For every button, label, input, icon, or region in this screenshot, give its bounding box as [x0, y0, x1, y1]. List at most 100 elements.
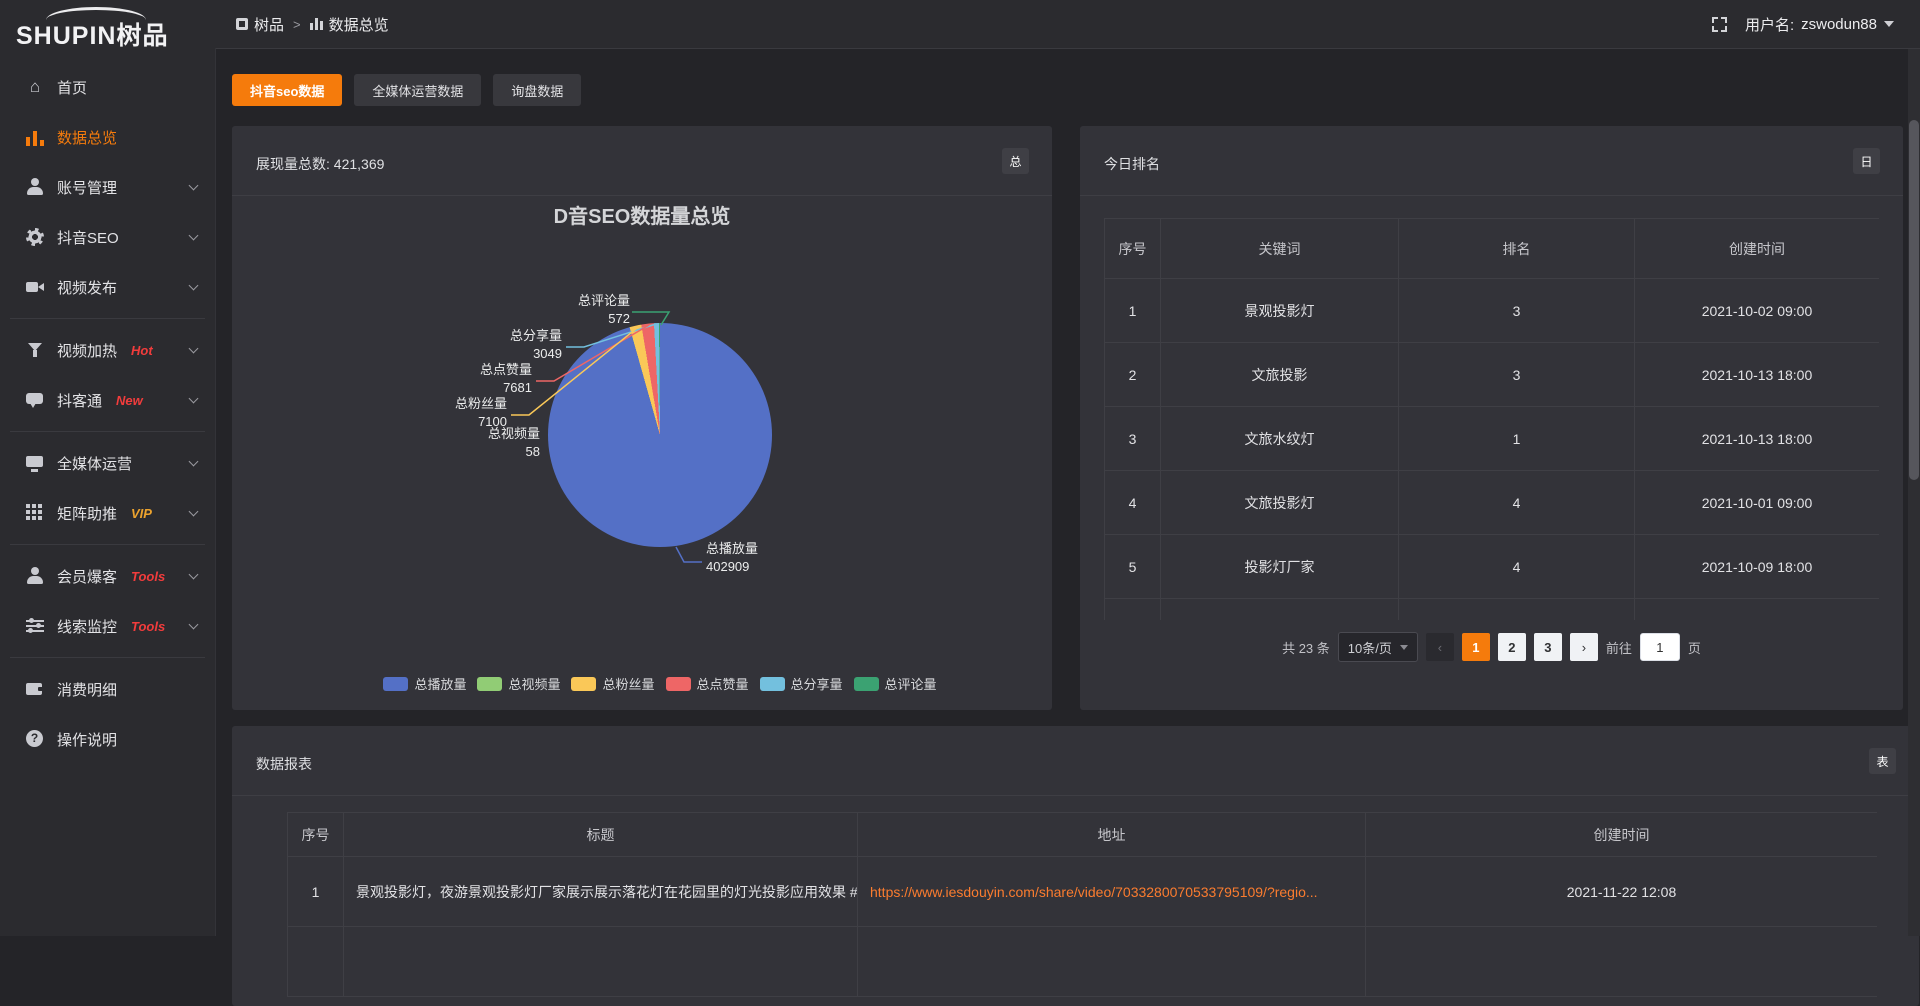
sidebar-item-matrix-boost[interactable]: 矩阵助推 VIP: [0, 488, 215, 538]
ranking-panel-header: 今日排名 日: [1080, 126, 1903, 196]
scrollbar-thumb[interactable]: [1909, 120, 1919, 480]
chat-bubble-icon: [26, 391, 44, 409]
tools-badge: Tools: [131, 618, 166, 634]
legend-item[interactable]: 总评论量: [853, 674, 937, 693]
user-menu[interactable]: 用户名: zswodun88: [1745, 14, 1894, 35]
next-page-button[interactable]: ›: [1569, 633, 1598, 661]
chevron-down-icon: [1884, 21, 1894, 32]
legend-swatch: [477, 676, 503, 691]
rank-index-cell: 4: [1104, 470, 1161, 535]
ranking-table-row[interactable]: 4 文旅投影灯 4 2021-10-01 09:00: [1104, 470, 1879, 535]
chart-legend: 总播放量 总视频量 总粉丝量 总点赞量: [268, 674, 1052, 693]
sidebar-item-operation-guide[interactable]: 操作说明: [0, 714, 215, 764]
tab-omni-media-data[interactable]: 全媒体运营数据: [354, 74, 482, 106]
rank-index-cell: 5: [1104, 534, 1161, 599]
sidebar-item-lead-monitor[interactable]: 线索监控 Tools: [0, 601, 215, 651]
sidebar-item-douketong[interactable]: 抖客通 New: [0, 375, 215, 425]
sidebar-item-omni-media[interactable]: 全媒体运营: [0, 438, 215, 488]
report-time-cell: 2021-11-22 12:08: [1365, 856, 1877, 927]
total-toggle-button[interactable]: 总: [1002, 148, 1029, 174]
pie-label-fans: 总粉丝量 7100: [454, 396, 507, 429]
report-table: 序号 标题 地址 创建时间 1 景观投影灯，夜游景观投影灯厂家展示展示落花灯在花园里的…: [287, 812, 1877, 997]
legend-item[interactable]: 总播放量: [383, 674, 466, 693]
pie[interactable]: [548, 323, 772, 547]
report-table-row[interactable]: 1 景观投影灯，夜游景观投影灯厂家展示展示落花灯在花园里的灯光投影应用效果 # …: [287, 856, 1877, 927]
ranking-panel-title: 今日排名: [1104, 156, 1160, 172]
username-label: 用户名:: [1744, 16, 1795, 34]
rank-index-cell: 3: [1104, 406, 1161, 471]
topbar-right: 用户名: zswodun88: [1711, 0, 1894, 48]
ranking-column-header: 序号: [1104, 218, 1161, 279]
legend-item[interactable]: 总分享量: [759, 674, 843, 693]
rank-time-cell: 2021-10-01 09:00: [1634, 470, 1879, 535]
day-toggle-button[interactable]: 日: [1853, 148, 1880, 174]
sidebar: ⌂ 首页 数据总览 账号管理 抖音SEO 视频发布 视频加热 Hot 抖客通 N…: [0, 48, 216, 936]
table-toggle-button[interactable]: 表: [1869, 748, 1896, 774]
pie-label-shares: 总分享量 3049: [509, 328, 562, 361]
rank-time-cell: 2021-10-13 18:00: [1634, 342, 1879, 407]
page-number-button[interactable]: 1: [1461, 633, 1490, 661]
sidebar-item-douyin-seo[interactable]: 抖音SEO: [0, 212, 215, 262]
ranking-column-header: 创建时间: [1634, 218, 1879, 279]
report-url-link[interactable]: https://www.iesdouyin.com/share/video/70…: [857, 856, 1366, 927]
top-bar: SHUPIN树品 树品 > 数据总览 用户名: zswodun88: [0, 0, 1920, 50]
pie-label-videos: 总视频量 58: [487, 426, 540, 459]
sidebar-item-consumption-detail[interactable]: 消费明细: [0, 664, 215, 714]
ranking-table-row[interactable]: 2 文旅投影 3 2021-10-13 18:00: [1104, 342, 1879, 407]
report-table-wrapper: 序号 标题 地址 创建时间 1 景观投影灯，夜游景观投影灯厂家展示展示落花灯在花园里的…: [287, 812, 1877, 1006]
rank-keyword-cell: 投影灯厂家: [1160, 534, 1399, 599]
legend-item[interactable]: 总粉丝量: [571, 674, 655, 693]
pagination: 共 23 条 10条/页 ‹ 1 2 3 › 前往 页: [1080, 632, 1903, 662]
chevron-down-icon: [188, 456, 199, 467]
ranking-table-wrapper: 序号 关键词 排名 创建时间 1 景观投影灯 3 2021-10-02 09:00 2: [1104, 218, 1879, 620]
legend-swatch: [383, 676, 409, 691]
gear-icon: [26, 228, 44, 246]
sidebar-item-data-overview[interactable]: 数据总览: [0, 112, 215, 162]
goto-page-input[interactable]: [1639, 633, 1680, 661]
tab-douyin-seo-data[interactable]: 抖音seo数据: [232, 74, 343, 106]
sidebar-item-member-baoke[interactable]: 会员爆客 Tools: [0, 551, 215, 601]
topbar-divider: [216, 48, 1920, 49]
report-table-row-clipped: [287, 926, 1877, 997]
fullscreen-icon[interactable]: [1711, 16, 1727, 32]
chevron-down-icon: [1399, 644, 1408, 654]
prev-page-button[interactable]: ‹: [1425, 633, 1454, 661]
tools-badge: Tools: [131, 568, 166, 584]
chevron-down-icon: [188, 506, 199, 517]
legend-swatch: [853, 676, 879, 691]
sidebar-item-home[interactable]: ⌂ 首页: [0, 62, 215, 112]
sidebar-item-video-heat[interactable]: 视频加热 Hot: [0, 325, 215, 375]
breadcrumb-root[interactable]: 树品: [236, 14, 284, 35]
sidebar-divider: [10, 431, 205, 432]
rank-time-cell: 2021-10-02 09:00: [1634, 278, 1879, 343]
legend-item[interactable]: 总视频量: [477, 674, 560, 693]
chevron-down-icon: [188, 569, 199, 580]
ranking-table-row-clipped: [1104, 598, 1879, 620]
tab-inquiry-data[interactable]: 询盘数据: [493, 74, 582, 106]
page-number-button[interactable]: 3: [1533, 633, 1562, 661]
ranking-table-row[interactable]: 3 文旅水纹灯 1 2021-10-13 18:00: [1104, 406, 1879, 471]
breadcrumb-current[interactable]: 数据总览: [309, 14, 389, 35]
ranking-table-row[interactable]: 1 景观投影灯 3 2021-10-02 09:00: [1104, 278, 1879, 343]
legend-item[interactable]: 总点赞量: [665, 674, 749, 693]
ranking-table-row[interactable]: 5 投影灯厂家 4 2021-10-09 18:00: [1104, 534, 1879, 599]
breadcrumb: 树品 > 数据总览: [236, 0, 389, 48]
report-column-header: 标题: [343, 812, 858, 857]
sidebar-divider: [10, 318, 205, 319]
main-content: 抖音seo数据 全媒体运营数据 询盘数据 展现量总数: 421,369 总 D音…: [216, 48, 1920, 1006]
chevron-down-icon: [188, 180, 199, 191]
report-column-header: 创建时间: [1365, 812, 1877, 857]
sidebar-item-account-management[interactable]: 账号管理: [0, 162, 215, 212]
sidebar-item-video-publish[interactable]: 视频发布: [0, 262, 215, 312]
chevron-down-icon: [188, 619, 199, 630]
today-ranking-panel: 今日排名 日 序号 关键词 排名 创建时间 1 景观投影灯 3 2021-10-02 …: [1080, 126, 1903, 710]
page-number-button[interactable]: 2: [1497, 633, 1526, 661]
page-size-select[interactable]: 10条/页: [1337, 632, 1418, 662]
app-square-icon: [236, 18, 248, 30]
ranking-column-header: 关键词: [1160, 218, 1399, 279]
rank-index-cell: 2: [1104, 342, 1161, 407]
report-title-cell: 景观投影灯，夜游景观投影灯厂家展示展示落花灯在花园里的灯光投影应用效果 #: [343, 856, 858, 927]
legend-swatch: [759, 676, 785, 691]
app-logo: SHUPIN树品: [16, 6, 216, 50]
page-scrollbar[interactable]: [1908, 48, 1920, 936]
